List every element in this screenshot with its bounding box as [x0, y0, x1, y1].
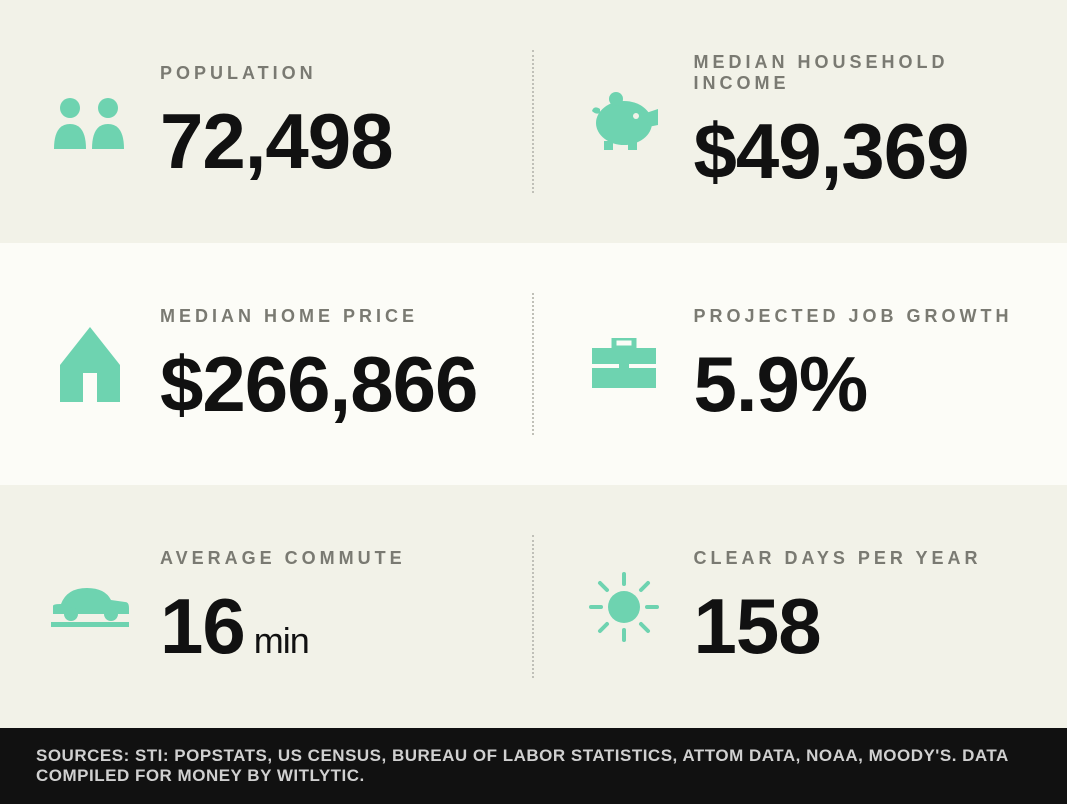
stat-value: $49,369 [694, 112, 1028, 190]
stat-label: PROJECTED JOB GROWTH [694, 306, 1028, 327]
stat-value: 158 [694, 587, 1028, 665]
stat-label: POPULATION [160, 63, 494, 84]
stat-home-price: MEDIAN HOME PRICE $266,866 [0, 243, 534, 486]
car-icon [40, 584, 140, 629]
stat-label: CLEAR DAYS PER YEAR [694, 548, 1028, 569]
house-icon [40, 327, 140, 402]
stat-value: 72,498 [160, 102, 494, 180]
briefcase-icon [574, 338, 674, 390]
stat-value: $266,866 [160, 345, 494, 423]
stat-commute: AVERAGE COMMUTE 16 min [0, 485, 534, 728]
stat-population: POPULATION 72,498 [0, 0, 534, 243]
stat-clear-days: CLEAR DAYS PER YEAR 158 [534, 485, 1067, 728]
stat-label: MEDIAN HOME PRICE [160, 306, 494, 327]
stat-income: MEDIAN HOUSEHOLD INCOME $49,369 [534, 0, 1067, 243]
stat-value: 5.9% [694, 345, 1028, 423]
people-icon [40, 94, 140, 149]
stats-infographic: POPULATION 72,498 MEDIAN HOUSEHOLD INCOM… [0, 0, 1067, 804]
stats-row-2: MEDIAN HOME PRICE $266,866 PROJECTED JOB… [0, 243, 1067, 486]
piggy-icon [574, 91, 674, 151]
stat-value: 16 min [160, 587, 494, 665]
stats-row-3: AVERAGE COMMUTE 16 min [0, 485, 1067, 728]
stats-row-1: POPULATION 72,498 MEDIAN HOUSEHOLD INCOM… [0, 0, 1067, 243]
stat-job-growth: PROJECTED JOB GROWTH 5.9% [534, 243, 1067, 486]
sun-icon [574, 568, 674, 646]
sources-footer: SOURCES: STI: POPSTATS, US CENSUS, BUREA… [0, 728, 1067, 804]
stat-label: MEDIAN HOUSEHOLD INCOME [694, 52, 1028, 94]
stat-label: AVERAGE COMMUTE [160, 548, 494, 569]
